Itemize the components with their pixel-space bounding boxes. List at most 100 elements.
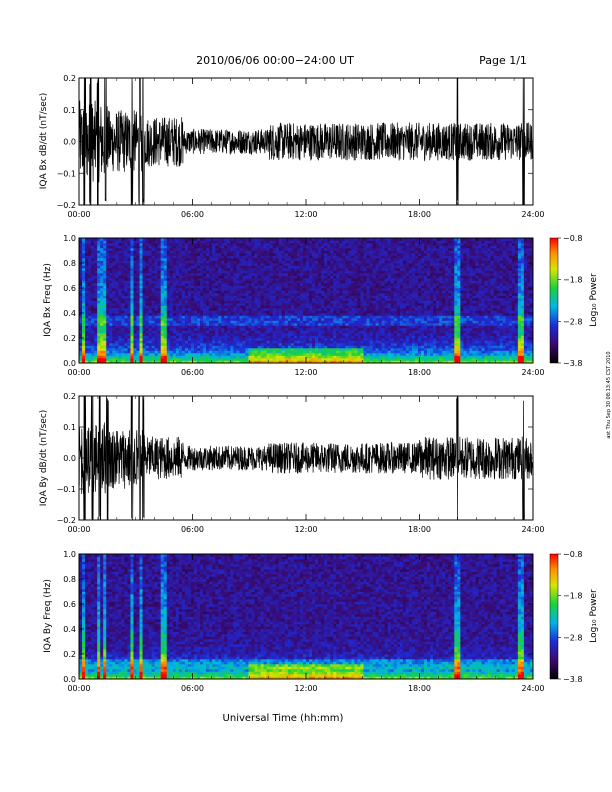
spectrogram-cell: [154, 255, 158, 259]
spectrogram-cell: [315, 305, 319, 309]
spectrogram-cell: [293, 308, 298, 311]
spectrogram-cell: [121, 320, 125, 324]
spectrogram-cell: [200, 278, 204, 281]
spectrogram-cell: [336, 273, 340, 276]
spectrogram-cell: [275, 320, 280, 324]
spectrogram-cell: [142, 323, 146, 326]
spectrogram-cell: [348, 275, 352, 279]
spectrogram-cell: [333, 335, 337, 339]
spectrogram-cell: [184, 343, 189, 346]
spectrogram-cell: [327, 293, 331, 296]
spectrogram-cell: [91, 305, 95, 309]
spectrogram-cell: [318, 290, 322, 294]
spectrogram-cell: [106, 335, 110, 339]
spectrogram-cell: [233, 335, 237, 339]
spectrogram-cell: [266, 248, 270, 251]
spectrogram-cell: [330, 303, 334, 306]
spectrogram-cell: [139, 303, 143, 306]
spectrogram-cell: [333, 260, 337, 264]
spectrogram-cell: [233, 243, 237, 246]
spectrogram-cell: [354, 270, 358, 274]
spectrogram-cell: [157, 325, 162, 329]
spectrogram-cell: [257, 308, 261, 311]
spectrogram-cell: [100, 345, 104, 349]
spectrogram-cell: [348, 300, 352, 304]
spectrogram-cell: [372, 280, 376, 284]
spectrogram-cell: [248, 293, 252, 296]
spectrogram-cell: [342, 240, 346, 244]
spectrogram-cell: [269, 263, 274, 266]
spectrogram-cell: [121, 310, 125, 314]
spectrogram-cell: [163, 250, 168, 254]
spectrogram-cell: [336, 295, 340, 299]
spectrogram-cell: [194, 323, 198, 326]
spectrogram-cell: [242, 240, 246, 244]
spectrogram-cell: [115, 358, 119, 361]
spectrogram-cell: [145, 265, 149, 269]
spectrogram-cell: [299, 293, 304, 296]
spectrogram-cell: [127, 323, 131, 326]
spectrogram-cell: [112, 355, 116, 359]
spectrogram-cell: [215, 248, 219, 251]
spectrogram-cell: [324, 318, 328, 321]
spectrogram-cell: [85, 338, 89, 341]
spectrogram-cell: [206, 273, 210, 276]
spectrogram-cell: [133, 238, 137, 241]
spectrogram-cell: [269, 353, 274, 356]
spectrogram-cell: [269, 273, 274, 276]
spectrogram-cell: [136, 253, 140, 256]
spectrogram-cell: [133, 325, 137, 329]
spectrogram-cell: [157, 268, 162, 271]
spectrogram-cell: [133, 280, 137, 284]
spectrogram-cell: [200, 310, 204, 314]
spectrogram-cell: [157, 290, 162, 294]
spectrogram-cell: [263, 245, 267, 249]
spectrogram-cell: [127, 305, 131, 309]
spectrogram-cell: [106, 325, 110, 329]
spectrogram-cell: [200, 273, 204, 276]
spectrogram-cell: [287, 303, 292, 306]
spectrogram-cell: [106, 320, 110, 324]
spectrogram-cell: [124, 303, 128, 306]
spectrogram-cell: [163, 325, 168, 329]
spectrogram-cell: [287, 263, 292, 266]
spectrogram-cell: [236, 325, 240, 329]
spectrogram-cell: [266, 345, 270, 349]
spectrogram-cell: [106, 255, 110, 259]
spectrogram-cell: [321, 325, 325, 329]
spectrogram-cell: [287, 333, 292, 336]
x-tick-label: 06:00: [181, 210, 204, 219]
spectrogram-cell: [242, 308, 246, 311]
spectrogram-cell: [203, 325, 207, 329]
spectrogram-cell: [103, 320, 107, 324]
spectrogram-cell: [324, 350, 328, 354]
spectrogram-cell: [239, 265, 243, 269]
spectrogram-cell: [215, 250, 219, 254]
spectrogram-cell: [251, 355, 255, 359]
spectrogram-cell: [242, 358, 246, 361]
spectrogram-cell: [203, 293, 207, 296]
spectrogram-cell: [175, 240, 180, 244]
spectrogram-cell: [118, 305, 122, 309]
spectrogram-cell: [106, 318, 110, 321]
spectrogram-cell: [236, 285, 240, 289]
spectrogram-cell: [139, 268, 143, 271]
spectrogram-cell: [100, 320, 104, 324]
spectrogram-cell: [333, 250, 337, 254]
spectrogram-cell: [91, 323, 95, 326]
spectrogram-cell: [348, 295, 352, 299]
spectrogram-cell: [260, 280, 264, 284]
spectrogram-cell: [299, 290, 304, 294]
spectrogram-cell: [236, 353, 240, 356]
spectrogram-cell: [351, 323, 355, 326]
spectrogram-cell: [318, 323, 322, 326]
spectrogram-cell: [354, 285, 358, 289]
spectrogram-cell: [312, 310, 316, 314]
spectrogram-cell: [178, 280, 183, 284]
spectrogram-cell: [124, 263, 128, 266]
spectrogram-cell: [224, 295, 228, 299]
spectrogram-cell: [245, 278, 249, 281]
spectrogram-cell: [115, 273, 119, 276]
spectrogram-cell: [251, 308, 255, 311]
spectrogram-cell: [82, 290, 86, 294]
